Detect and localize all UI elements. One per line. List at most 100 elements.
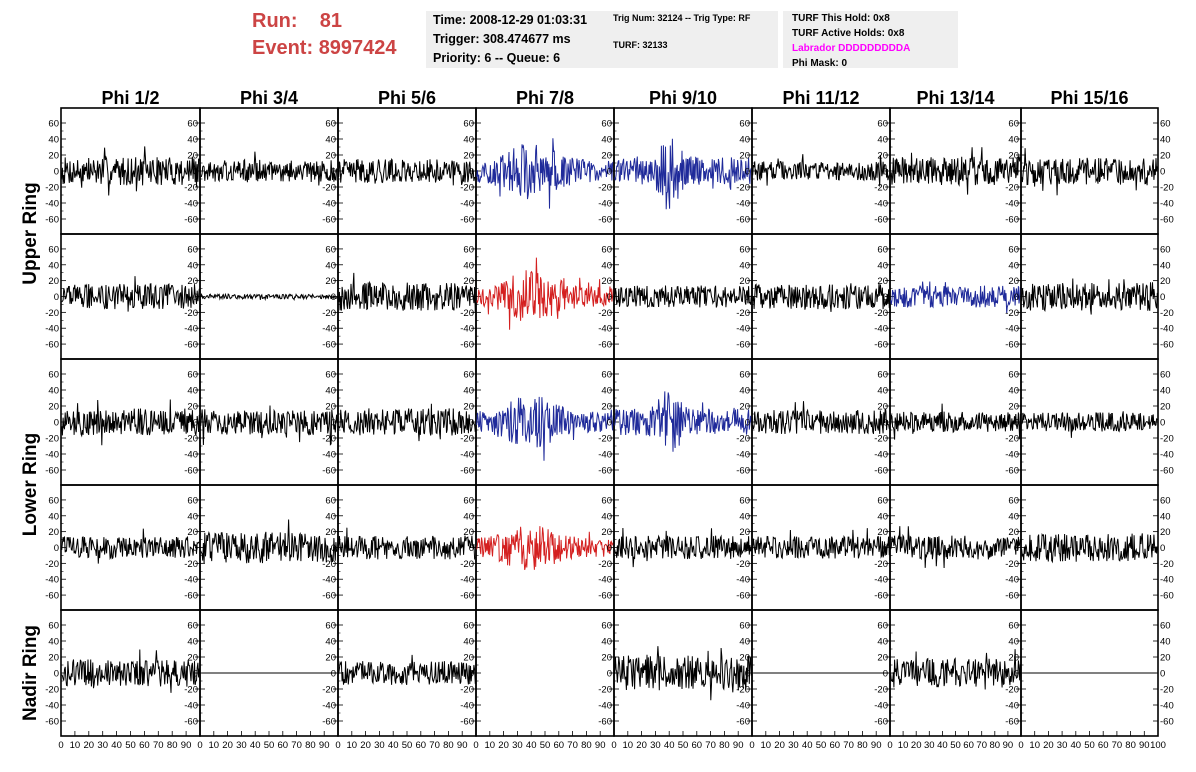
trace-line (614, 138, 752, 210)
y-tick-label: 20 (187, 653, 198, 664)
y-tick-label: 40 (48, 135, 59, 146)
x-tick-label: 60 (554, 740, 565, 751)
y-tick-label: -60 (45, 717, 59, 728)
y-tick-label: -20 (736, 308, 750, 319)
run-line: Run: 81 (252, 8, 422, 35)
x-tick-label: 30 (650, 740, 661, 751)
y-tick-label: 40 (1160, 637, 1171, 648)
x-tick-label: 90 (1003, 740, 1014, 751)
y-tick-label: 60 (187, 119, 198, 130)
y-tick-label: 0 (745, 167, 750, 178)
y-tick-label: 60 (1160, 370, 1171, 381)
x-tick-label: 60 (1098, 740, 1109, 751)
y-tick-label: 20 (601, 527, 612, 538)
y-tick-label: -40 (736, 324, 750, 335)
y-tick-label: 0 (607, 167, 612, 178)
ring-label: Lower Ring (20, 433, 41, 536)
y-tick-label: -40 (874, 324, 888, 335)
x-tick-label: 10 (898, 740, 909, 751)
y-tick-label: 0 (331, 543, 336, 554)
y-tick-label: 60 (877, 244, 888, 255)
y-tick-label: -60 (874, 340, 888, 351)
y-tick-label: -20 (45, 559, 59, 570)
y-tick-label: -60 (460, 591, 474, 602)
y-tick-label: 60 (48, 495, 59, 506)
y-tick-label: 0 (469, 543, 474, 554)
y-tick-label: 40 (48, 260, 59, 271)
run-label: Run: (252, 10, 298, 32)
turf-info-box: TURF This Hold: 0x8 TURF Active Holds: 0… (783, 11, 958, 69)
column-header: Phi 11/12 (782, 88, 859, 108)
y-tick-label: 20 (1008, 527, 1019, 538)
y-tick-label: 60 (325, 244, 336, 255)
y-tick-label: -20 (1005, 183, 1019, 194)
x-tick-label: 50 (678, 740, 689, 751)
x-tick-label: 60 (139, 740, 150, 751)
y-tick-label: 40 (739, 637, 750, 648)
y-tick-label: -40 (736, 450, 750, 461)
y-tick-label: 40 (187, 637, 198, 648)
y-tick-label: 0 (193, 292, 198, 303)
x-tick-label: 30 (374, 740, 385, 751)
y-tick-label: 20 (601, 653, 612, 664)
x-tick-label: 90 (595, 740, 606, 751)
y-tick-label: -40 (45, 199, 59, 210)
panel-frame (475, 609, 615, 737)
y-tick-label: -60 (1005, 591, 1019, 602)
y-tick-label: -20 (184, 434, 198, 445)
y-tick-label: 60 (739, 495, 750, 506)
y-tick-label: 40 (1160, 260, 1171, 271)
y-tick-label: 60 (187, 244, 198, 255)
y-tick-label: 0 (193, 669, 198, 680)
y-tick-label: 60 (601, 119, 612, 130)
y-tick-label: -20 (736, 183, 750, 194)
y-tick-label: 60 (463, 495, 474, 506)
trace-line (200, 519, 338, 564)
y-tick-label: 40 (325, 386, 336, 397)
y-tick-label: 20 (463, 402, 474, 413)
x-tick-label: 70 (705, 740, 716, 751)
y-tick-label: 40 (463, 135, 474, 146)
x-tick-label: 60 (278, 740, 289, 751)
y-tick-label: 0 (607, 669, 612, 680)
y-tick-label: -40 (598, 575, 612, 586)
trace-line (752, 401, 890, 435)
y-tick-label: -40 (322, 450, 336, 461)
y-tick-label: -60 (1160, 717, 1174, 728)
x-tick-label: 90 (181, 740, 192, 751)
y-tick-label: 0 (1014, 167, 1019, 178)
y-tick-label: -20 (598, 183, 612, 194)
run-value: 81 (319, 10, 343, 32)
trace-line (200, 151, 338, 186)
x-tick-label: 20 (222, 740, 233, 751)
y-tick-label: -20 (874, 685, 888, 696)
x-tick-label: 0 (611, 740, 616, 751)
y-tick-label: -60 (1160, 215, 1174, 226)
x-tick-label: 70 (153, 740, 164, 751)
y-tick-label: 60 (463, 370, 474, 381)
y-tick-label: -60 (1160, 591, 1174, 602)
y-tick-label: -20 (460, 183, 474, 194)
x-tick-label: 0 (887, 740, 892, 751)
x-tick-label: 10 (485, 740, 496, 751)
y-tick-label: -40 (598, 324, 612, 335)
y-tick-label: -60 (460, 466, 474, 477)
y-tick-label: 0 (193, 418, 198, 429)
x-tick-label: 0 (1018, 740, 1023, 751)
x-tick-label: 60 (830, 740, 841, 751)
y-tick-label: 0 (331, 167, 336, 178)
trace-line (614, 285, 752, 308)
y-tick-label: 60 (601, 495, 612, 506)
x-tick-label: 60 (692, 740, 703, 751)
x-tick-label: 90 (457, 740, 468, 751)
trace-line (890, 649, 1021, 690)
y-tick-label: 0 (469, 292, 474, 303)
y-tick-label: 20 (325, 653, 336, 664)
x-tick-label: 10 (70, 740, 81, 751)
y-tick-label: 60 (1008, 119, 1019, 130)
y-tick-label: 0 (607, 292, 612, 303)
time-info-box: Time: 2008-12-29 01:03:31 Trigger: 308.4… (426, 11, 608, 68)
y-tick-label: -40 (460, 450, 474, 461)
y-tick-label: -60 (874, 591, 888, 602)
trace-line (61, 276, 200, 312)
